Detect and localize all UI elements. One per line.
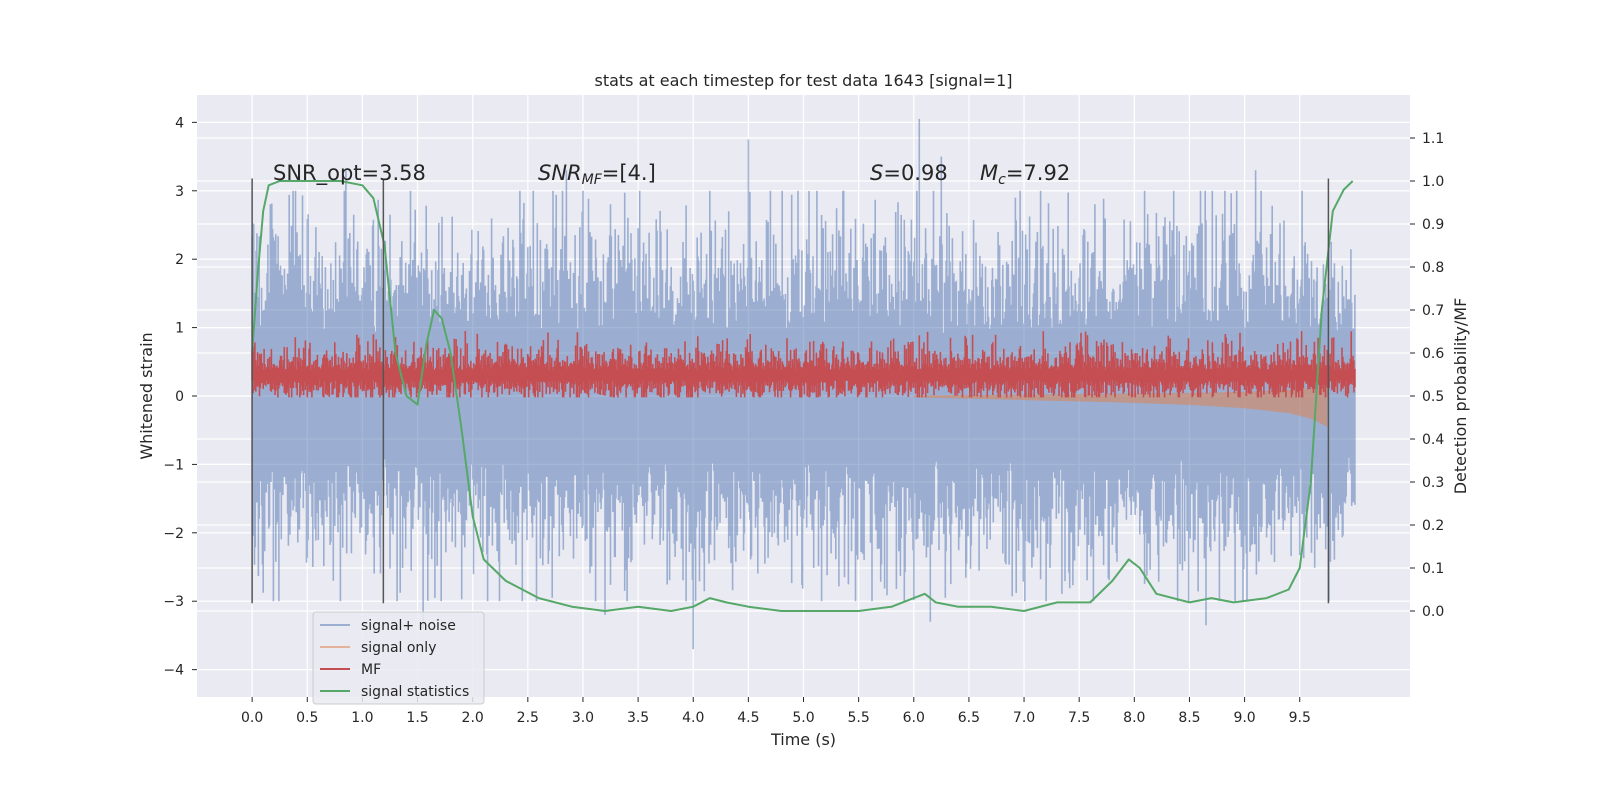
annotation-s: S=0.98 [870, 161, 948, 185]
x-tick-label: 4.0 [682, 710, 704, 726]
x-tick-label: 4.5 [737, 710, 759, 726]
annotation-snr-mf: SNRMF=[4.] [538, 161, 656, 188]
y2-tick-label: 0.0 [1422, 604, 1444, 620]
y-tick-label: −1 [163, 457, 184, 473]
x-tick-label: 7.5 [1068, 710, 1090, 726]
x-tick-label: 8.5 [1178, 710, 1200, 726]
legend-entry: signal only [361, 640, 436, 656]
y-tick-label: 3 [175, 184, 184, 200]
x-tick-label: 2.0 [462, 710, 484, 726]
annotation-snr-mf-value: =[4.] [602, 161, 656, 185]
legend-entry: signal statistics [361, 684, 469, 700]
annotation-snr-mf-label: SNR [538, 161, 582, 185]
x-tick-label: 8.0 [1123, 710, 1145, 726]
x-tick-label: 9.0 [1233, 710, 1255, 726]
annotation-mc-sub: c [998, 172, 1006, 188]
x-tick-label: 0.0 [241, 710, 263, 726]
x-tick-label: 1.0 [351, 710, 373, 726]
y-tick-label: 0 [175, 389, 184, 405]
y-tick-label: 2 [175, 252, 184, 268]
y2-tick-label: 0.9 [1422, 217, 1444, 233]
x-axis-label: Time (s) [770, 730, 836, 749]
y-tick-label: −4 [163, 663, 184, 679]
x-tick-label: 0.5 [296, 710, 318, 726]
y2-tick-label: 0.5 [1422, 389, 1444, 405]
x-tick-label: 5.0 [792, 710, 814, 726]
x-tick-label: 7.0 [1013, 710, 1035, 726]
annotation-s-value: =0.98 [883, 161, 947, 185]
axes: 0.0 0.5 1.0 1.5 2.0 2.5 3.0 3.5 4.0 4.5 5.0 5.5 6.0 6… [163, 115, 1444, 726]
series-layer [251, 118, 1356, 650]
series-signal-statistics [251, 180, 1354, 612]
y-axis-label: Whitened strain [137, 332, 156, 459]
y2-tick-label: 0.8 [1422, 260, 1444, 276]
y-tick-label: 4 [175, 115, 184, 131]
y2-tick-label: 0.6 [1422, 346, 1444, 362]
x-tick-label: 5.5 [848, 710, 870, 726]
y-tick-label: −2 [163, 526, 184, 542]
vertical-markers [251, 178, 1330, 604]
x-tick-label: 6.0 [903, 710, 925, 726]
y-tick-label: −3 [163, 594, 184, 610]
x-tick-label: 6.5 [958, 710, 980, 726]
y2-tick-label: 1.0 [1422, 174, 1444, 190]
annotation-snr-opt: SNR_opt=3.58 [273, 161, 426, 186]
y2-axis-label: Detection probability/MF [1451, 298, 1470, 495]
chart-title: stats at each timestep for test data 164… [594, 71, 1012, 90]
y2-tick-label: 1.1 [1422, 131, 1444, 147]
y2-tick-label: 0.1 [1422, 561, 1444, 577]
x-tick-label: 2.5 [517, 710, 539, 726]
legend: signal+ noise signal only MF signal statist… [312, 611, 485, 705]
legend-entry: MF [361, 662, 381, 678]
annotation-mc-label: M [980, 161, 998, 185]
y2-tick-label: 0.7 [1422, 303, 1444, 319]
x-tick-label: 3.0 [572, 710, 594, 726]
y2-tick-label: 0.4 [1422, 432, 1444, 448]
y2-tick-label: 0.2 [1422, 518, 1444, 534]
y-tick-label: 1 [175, 321, 184, 337]
x-tick-label: 1.5 [406, 710, 428, 726]
legend-entry: signal+ noise [361, 618, 456, 634]
x-tick-label: 3.5 [627, 710, 649, 726]
y2-tick-label: 0.3 [1422, 475, 1444, 491]
annotation-s-label: S [870, 161, 883, 185]
x-tick-label: 9.5 [1289, 710, 1311, 726]
annotation-mc-value: =7.92 [1006, 161, 1070, 185]
annotation-mc: Mc=7.92 [980, 161, 1070, 188]
annotation-snr-mf-sub: MF [582, 172, 603, 188]
legend-box [312, 611, 485, 705]
